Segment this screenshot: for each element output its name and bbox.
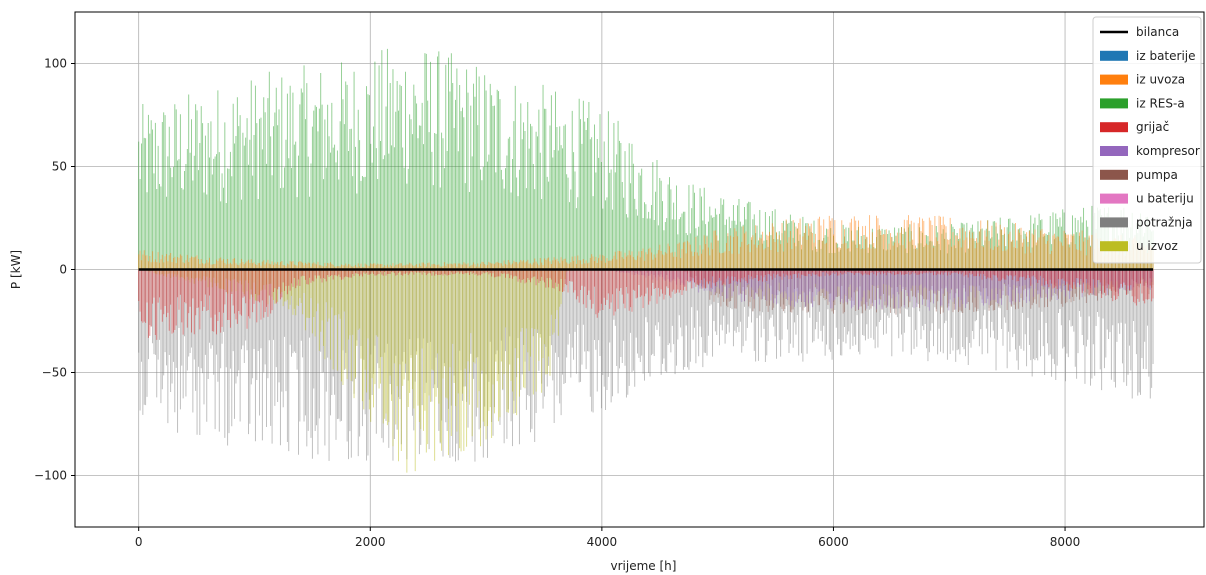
y-axis-label: P [kW] <box>9 250 23 289</box>
legend-label-pumpa: pumpa <box>1136 168 1178 182</box>
legend-label-u-bateriju: u bateriju <box>1136 192 1194 206</box>
legend-swatch-kompresor <box>1100 146 1128 156</box>
legend-label-iz-uvoza: iz uvoza <box>1136 73 1185 87</box>
x-tick-label-2: 4000 <box>587 535 618 549</box>
axis-ticks: 0 2000 4000 6000 8000 −100 −50 0 50 100 <box>34 57 1080 550</box>
legend-swatch-u-izvoz <box>1100 241 1128 252</box>
legend-swatch-iz-baterije <box>1100 50 1128 61</box>
y-tick-label-3: 50 <box>52 160 67 174</box>
series-grija <box>138 269 1154 340</box>
legend-label-bilanca: bilanca <box>1136 25 1179 39</box>
y-tick-label-1: −50 <box>42 366 67 380</box>
legend-swatch-grija <box>1100 122 1128 133</box>
y-tick-label-4: 100 <box>44 57 67 71</box>
legend: bilanca iz baterije iz uvoza iz RES-a grijač… <box>1092 16 1202 264</box>
x-axis-label: vrijeme [h] <box>611 559 677 573</box>
legend-swatch-u-bateriju <box>1100 193 1128 204</box>
legend-label-u-izvoz: u izvoz <box>1136 239 1178 253</box>
legend-swatch-iz-uvoza <box>1100 74 1128 85</box>
x-tick-label-1: 2000 <box>355 535 386 549</box>
x-tick-label-0: 0 <box>135 535 143 549</box>
x-tick-label-3: 6000 <box>818 535 849 549</box>
legend-swatch-potra-nja <box>1100 217 1128 228</box>
legend-swatch-pumpa <box>1100 169 1128 180</box>
legend-label-grija: grijač <box>1136 120 1169 134</box>
legend-label-kompresor: kompresor <box>1136 144 1200 158</box>
legend-label-potra-nja: potražnja <box>1136 215 1193 229</box>
legend-label-iz-res-a: iz RES-a <box>1136 96 1185 110</box>
x-tick-label-4: 8000 <box>1050 535 1081 549</box>
y-tick-label-0: −100 <box>34 469 67 483</box>
plot-series <box>138 48 1154 473</box>
legend-label-iz-baterije: iz baterije <box>1136 49 1196 63</box>
y-tick-label-2: 0 <box>59 263 67 277</box>
legend-swatch-iz-res-a <box>1100 98 1128 109</box>
